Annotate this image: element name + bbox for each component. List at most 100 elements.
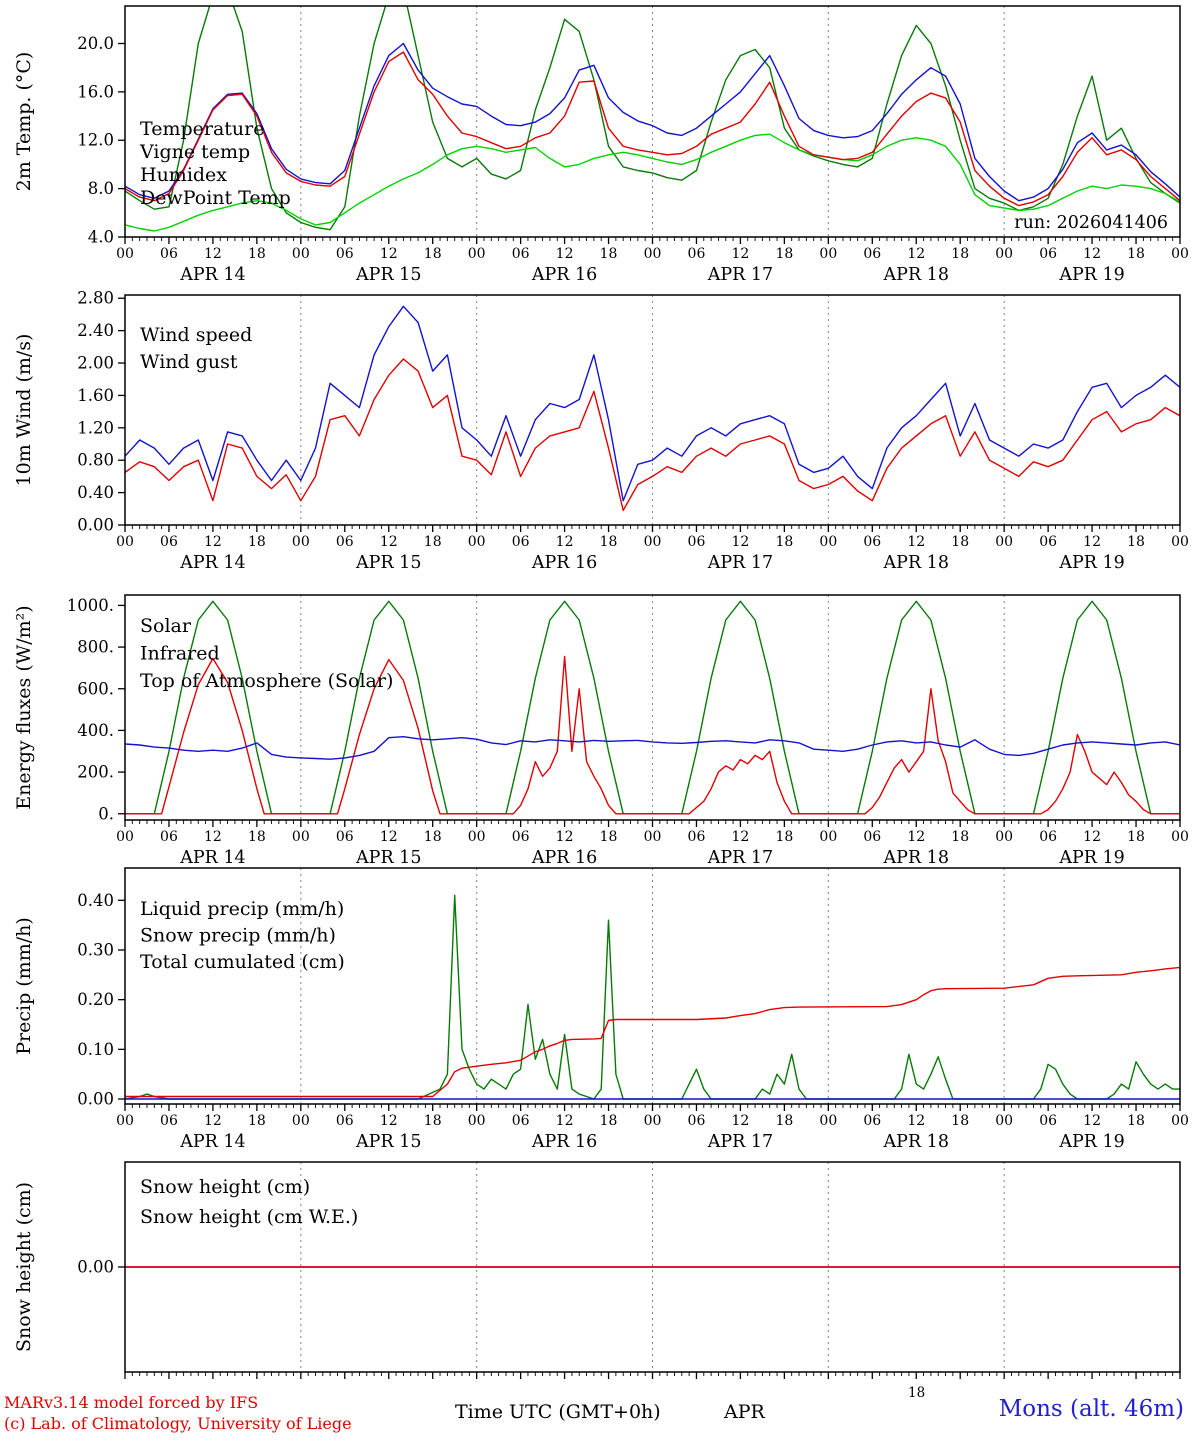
- day-label: APR 15: [355, 265, 421, 285]
- y-tick-label: 2.00: [77, 354, 114, 373]
- x-tick-label: 12: [556, 829, 574, 845]
- day-label: APR 19: [1058, 848, 1124, 868]
- x-tick-label: 12: [204, 246, 222, 262]
- series-infrared: [125, 736, 1180, 760]
- y-tick-label: 20.0: [77, 34, 114, 53]
- legend-top-of-atmosphere-solar: Top of Atmosphere (Solar): [140, 670, 393, 692]
- x-tick-label: 00: [468, 829, 486, 845]
- x-tick-label: 12: [1083, 829, 1101, 845]
- day-label: APR 16: [531, 848, 597, 868]
- x-tick-label: 00: [1171, 246, 1189, 262]
- day-label: APR 14: [179, 553, 245, 573]
- legend-wind-speed: Wind speed: [140, 324, 252, 346]
- x-tick-label: 06: [863, 246, 881, 262]
- month-label: APR: [724, 1401, 765, 1423]
- x-tick-label: 12: [556, 246, 574, 262]
- x-tick-label: 06: [512, 534, 530, 550]
- legend-infrared: Infrared: [140, 643, 220, 665]
- series-temperature: [125, 51, 1180, 207]
- x-tick-label: 18: [424, 829, 442, 845]
- x-tick-label: 06: [336, 246, 354, 262]
- y-axis-title: Energy fluxes (W/m²): [13, 605, 35, 809]
- x-tick-label: 18: [775, 246, 793, 262]
- x-tick-label: 12: [1083, 1113, 1101, 1129]
- x-tick-label: 00: [644, 829, 662, 845]
- x-tick-label: 18: [600, 246, 618, 262]
- day-label: APR 15: [355, 1132, 421, 1152]
- x-tick-label: 00: [644, 534, 662, 550]
- x-tick-label: 12: [907, 1113, 925, 1129]
- x-tick-label: 00: [1171, 1113, 1189, 1129]
- y-tick-label: 2.80: [77, 289, 114, 308]
- y-tick-label: 0.40: [77, 483, 114, 502]
- legend-dewpoint-temp: DewPoint Temp: [140, 187, 291, 209]
- x-tick-label: 18: [600, 534, 618, 550]
- x-tick-label: 00: [995, 534, 1013, 550]
- x-tick-label: 06: [336, 534, 354, 550]
- x-tick-label: 12: [380, 1113, 398, 1129]
- x-tick-label: 12: [732, 829, 750, 845]
- x-tick-label: 12: [204, 1113, 222, 1129]
- day-label: APR 15: [355, 848, 421, 868]
- x-tick-label: 00: [1171, 829, 1189, 845]
- x-tick-label: 06: [512, 829, 530, 845]
- legend-snow-height-cm-w-e: Snow height (cm W.E.): [140, 1206, 358, 1228]
- legend-vigne-temp: Vigne temp: [139, 141, 250, 163]
- day-label: APR 17: [707, 265, 773, 285]
- legend-solar: Solar: [140, 615, 192, 637]
- x-tick-label: 00: [995, 1113, 1013, 1129]
- y-axis-title: Snow height (cm): [13, 1182, 35, 1352]
- y-tick-label: 0.10: [77, 1040, 114, 1059]
- x-tick-label: 06: [1039, 1113, 1057, 1129]
- legend-total-cumulated-cm: Total cumulated (cm): [140, 951, 345, 973]
- model-credit-line2: (c) Lab. of Climatology, University of L…: [4, 1414, 352, 1433]
- x-tick-label: 12: [380, 829, 398, 845]
- x-tick-label: 06: [160, 829, 178, 845]
- x-tick-label: 00: [468, 534, 486, 550]
- x-tick-label: 18: [248, 246, 266, 262]
- y-tick-label: 0.00: [77, 1258, 114, 1277]
- x-tick-label: 18: [951, 534, 969, 550]
- y-tick-label: 0.40: [77, 891, 114, 910]
- x-tick-label: 00: [468, 1113, 486, 1129]
- plot-box: [124, 594, 1181, 821]
- y-axis-title: 10m Wind (m/s): [13, 334, 35, 487]
- x-tick-label: 12: [556, 534, 574, 550]
- y-tick-label: 2.40: [77, 321, 114, 340]
- station-label: Mons (alt. 46m): [998, 1396, 1184, 1422]
- x-tick-label: 12: [732, 1113, 750, 1129]
- x-tick-label: 00: [468, 246, 486, 262]
- legend-snow-precip-mm-h: Snow precip (mm/h): [140, 925, 336, 947]
- y-axis-title: Precip (mm/h): [13, 917, 35, 1055]
- day-label: APR 14: [179, 1132, 245, 1152]
- x-tick-label: 06: [863, 829, 881, 845]
- x-tick-label: 12: [1083, 246, 1101, 262]
- x-tick-label: 12: [380, 246, 398, 262]
- x-tick-label: 18: [424, 246, 442, 262]
- x-tick-label: 18: [600, 1113, 618, 1129]
- y-tick-label: 800.: [77, 638, 114, 657]
- x-tick-label: 06: [512, 246, 530, 262]
- x-tick-label: 06: [863, 534, 881, 550]
- x-tick-label: 06: [160, 534, 178, 550]
- x-tick-label: 12: [380, 534, 398, 550]
- x-tick-label: 18: [775, 534, 793, 550]
- y-tick-label: 1000.: [67, 596, 114, 615]
- y-tick-label: 16.0: [77, 82, 114, 101]
- day-label: APR 19: [1058, 265, 1124, 285]
- day-label: APR 17: [707, 1132, 773, 1152]
- x-tick-label: 00: [819, 534, 837, 550]
- x-tick-label: 06: [1039, 246, 1057, 262]
- day-label: APR 15: [355, 553, 421, 573]
- y-tick-label: 12.0: [77, 131, 114, 150]
- x-tick-label: 06: [688, 829, 706, 845]
- x-tick-label: 00: [116, 829, 134, 845]
- x-tick-label: 00: [995, 829, 1013, 845]
- day-label: APR 14: [179, 265, 245, 285]
- day-label: APR 18: [883, 265, 949, 285]
- y-axis-title: 2m Temp. (°C): [13, 52, 35, 192]
- x-tick-label: 12: [732, 246, 750, 262]
- legend-temperature: Temperature: [140, 118, 264, 140]
